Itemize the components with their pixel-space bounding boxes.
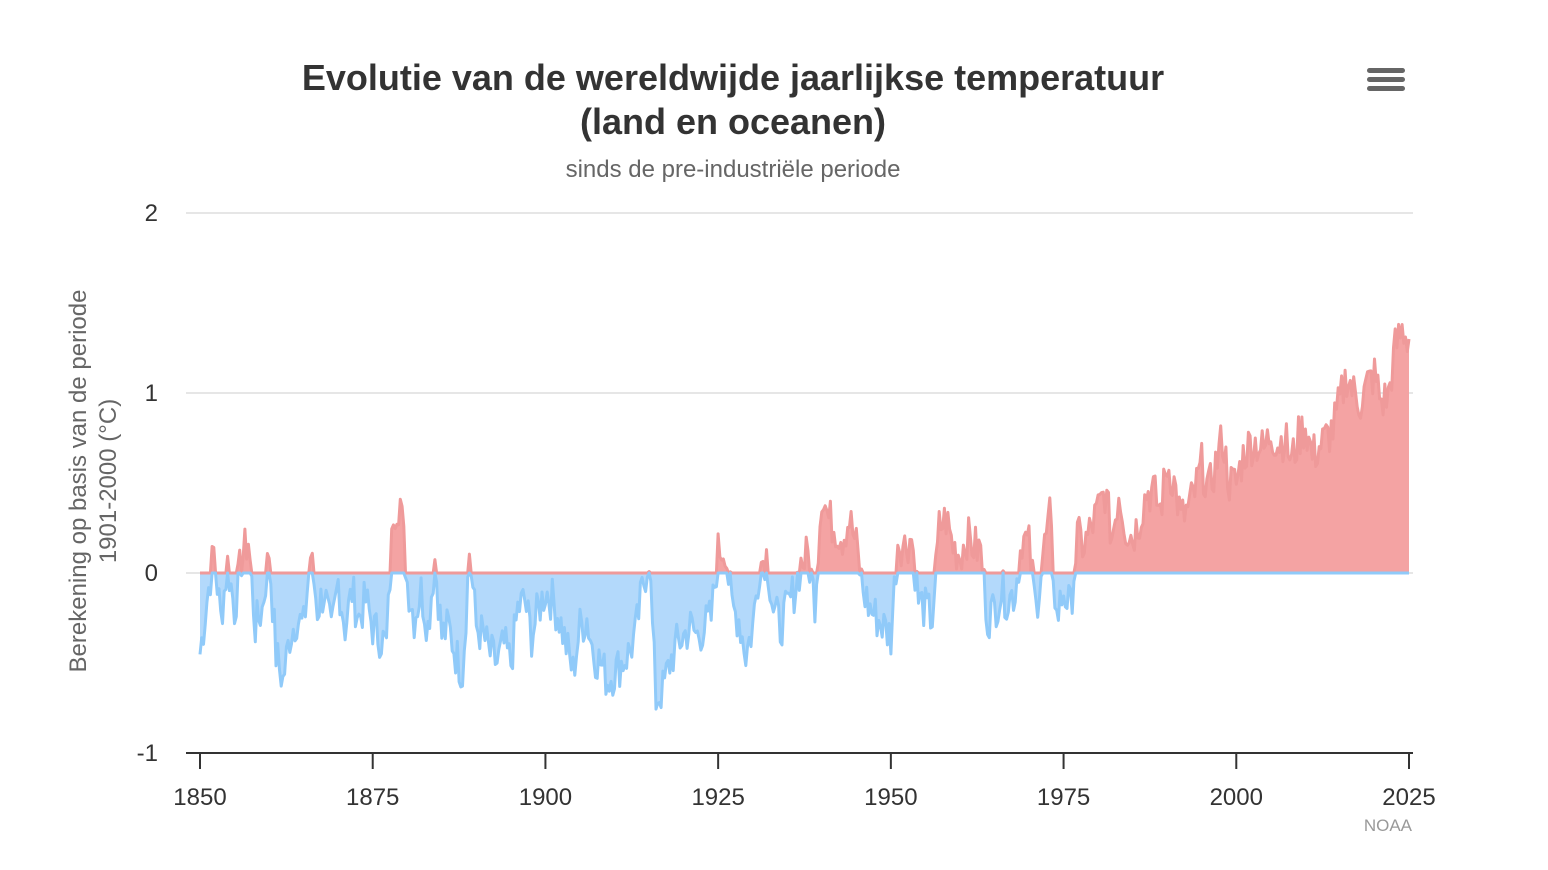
y-axis-title: Berekening op basis van de periode 1901-… — [65, 290, 122, 673]
x-tick-label: 2025 — [1382, 784, 1435, 811]
chart-title-line1: Evolutie van de wereldwijde jaarlijkse t… — [301, 57, 1165, 98]
y-tick-label: 0 — [145, 560, 158, 587]
x-tick-label: 1975 — [1037, 784, 1090, 811]
x-tick-label: 1925 — [691, 784, 744, 811]
y-tick-label: 1 — [145, 380, 158, 407]
chart-title-line2: (land en oceanen) — [579, 101, 887, 142]
menu-bar-icon — [1367, 86, 1405, 91]
x-axis: 1850 1875 1900 1925 1950 1975 2000 2025 — [173, 752, 1436, 811]
x-tick-label: 1950 — [864, 784, 917, 811]
positive-area — [200, 324, 1409, 573]
data-area — [198, 322, 1411, 711]
negative-line — [198, 571, 1409, 711]
chart-subtitle: sinds de pre-industriële periode — [565, 156, 901, 183]
chart-title: Evolutie van de wereldwijde jaarlijkse t… — [180, 56, 1286, 144]
y-tick-label: 2 — [145, 200, 158, 227]
menu-bar-icon — [1367, 77, 1405, 82]
x-tick-label: 1850 — [173, 784, 226, 811]
positive-line — [200, 322, 1411, 575]
y-axis-title-line2: 1901-2000 (°C) — [95, 399, 122, 563]
y-axis-title-line1: Berekening op basis van de periode — [65, 290, 92, 673]
chart-menu-button[interactable] — [1364, 64, 1408, 100]
credits-label: NOAA — [1363, 816, 1412, 835]
y-tick-label: -1 — [137, 740, 158, 767]
negative-area — [200, 573, 1409, 710]
x-tick-label: 2000 — [1210, 784, 1263, 811]
x-tick-label: 1875 — [346, 784, 399, 811]
y-axis-ticks: 2 1 0 -1 — [137, 200, 158, 767]
x-tick-label: 1900 — [519, 784, 572, 811]
menu-bar-icon — [1367, 68, 1405, 73]
